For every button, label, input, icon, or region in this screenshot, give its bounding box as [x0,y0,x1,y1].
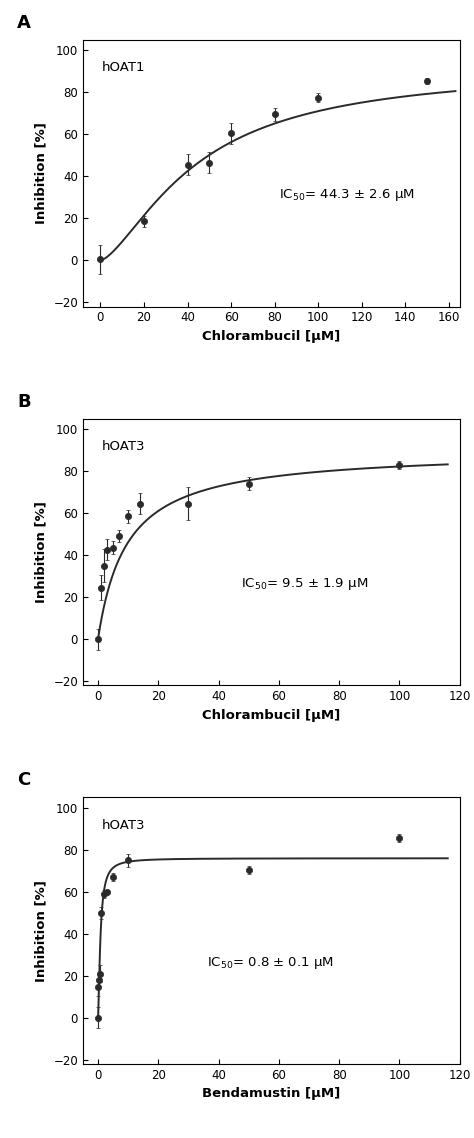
X-axis label: Bendamustin [μM]: Bendamustin [μM] [202,1088,340,1100]
Y-axis label: Inhibition [%]: Inhibition [%] [35,122,48,224]
Text: B: B [17,393,31,411]
Y-axis label: Inhibition [%]: Inhibition [%] [35,501,48,603]
Text: IC$_{50}$= 44.3 ± 2.6 μM: IC$_{50}$= 44.3 ± 2.6 μM [279,187,415,203]
Text: C: C [17,772,30,790]
X-axis label: Chlorambucil [μM]: Chlorambucil [μM] [202,709,340,721]
Y-axis label: Inhibition [%]: Inhibition [%] [35,880,48,982]
X-axis label: Chlorambucil [μM]: Chlorambucil [μM] [202,330,340,343]
Text: hOAT3: hOAT3 [102,440,146,453]
Text: A: A [17,14,31,32]
Text: hOAT3: hOAT3 [102,818,146,832]
Text: IC$_{50}$= 9.5 ± 1.9 μM: IC$_{50}$= 9.5 ± 1.9 μM [241,576,368,592]
Text: IC$_{50}$= 0.8 ± 0.1 μM: IC$_{50}$= 0.8 ± 0.1 μM [207,955,334,971]
Text: hOAT1: hOAT1 [102,61,146,74]
